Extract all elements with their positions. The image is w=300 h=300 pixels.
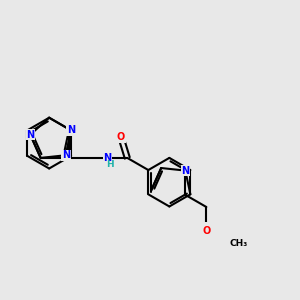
Text: N: N bbox=[67, 125, 75, 135]
Text: N: N bbox=[26, 130, 34, 140]
Text: H: H bbox=[106, 160, 113, 169]
Text: N: N bbox=[103, 153, 112, 163]
Text: N: N bbox=[62, 150, 70, 160]
Text: N: N bbox=[181, 166, 189, 176]
Text: O: O bbox=[202, 226, 211, 236]
Text: O: O bbox=[117, 132, 125, 142]
Text: CH₃: CH₃ bbox=[230, 239, 248, 248]
